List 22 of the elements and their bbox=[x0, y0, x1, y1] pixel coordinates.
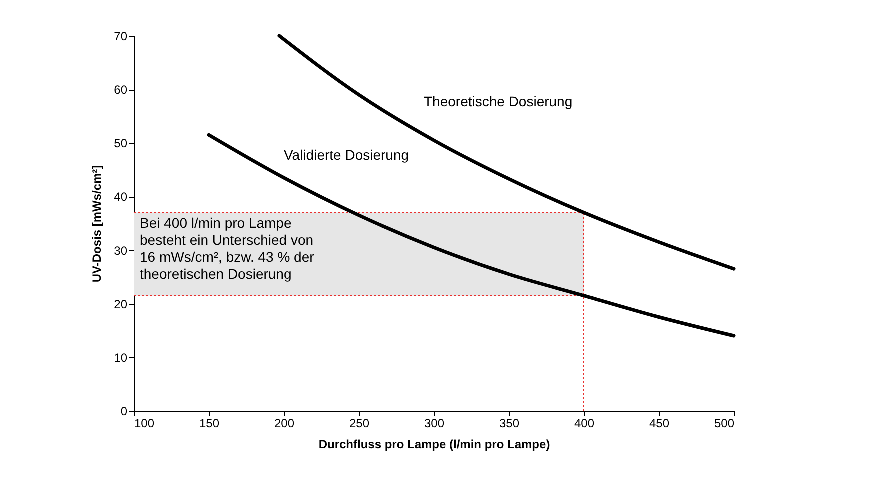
band-label: Bei 400 l/min pro Lampe besteht ein Unterschied von 16 mWs/cm², bzw. 43 % der theoretischen Dosierung bbox=[140, 214, 315, 282]
series-label: Theoretische Dosierung bbox=[424, 93, 573, 110]
x-tick-label: 350 bbox=[499, 416, 520, 430]
x-tick-label: 500 bbox=[714, 416, 735, 430]
series-label: Validierte Dosierung bbox=[284, 146, 410, 163]
x-axis-title: Durchfluss pro Lampe (l/min pro Lampe) bbox=[318, 438, 550, 452]
y-tick-label: 10 bbox=[114, 350, 128, 365]
x-tick-label: 250 bbox=[349, 416, 370, 430]
x-tick-label: 100 bbox=[134, 416, 155, 430]
x-tick-label: 200 bbox=[274, 416, 295, 430]
x-tick-label: 400 bbox=[574, 416, 595, 430]
y-axis-title: UV-Dosis [mWs/cm²] bbox=[90, 165, 104, 283]
y-tick-label: 20 bbox=[114, 297, 128, 312]
y-tick-label: 60 bbox=[114, 83, 128, 98]
y-tick-label: 70 bbox=[114, 30, 128, 44]
x-tick-label: 300 bbox=[424, 416, 445, 430]
x-tick-label: 450 bbox=[649, 416, 670, 430]
y-tick-label: 0 bbox=[120, 404, 128, 418]
y-tick-label: 40 bbox=[114, 190, 128, 204]
y-tick-label: 50 bbox=[114, 136, 128, 151]
y-tick-label: 30 bbox=[114, 244, 128, 258]
x-tick-label: 150 bbox=[199, 416, 220, 430]
